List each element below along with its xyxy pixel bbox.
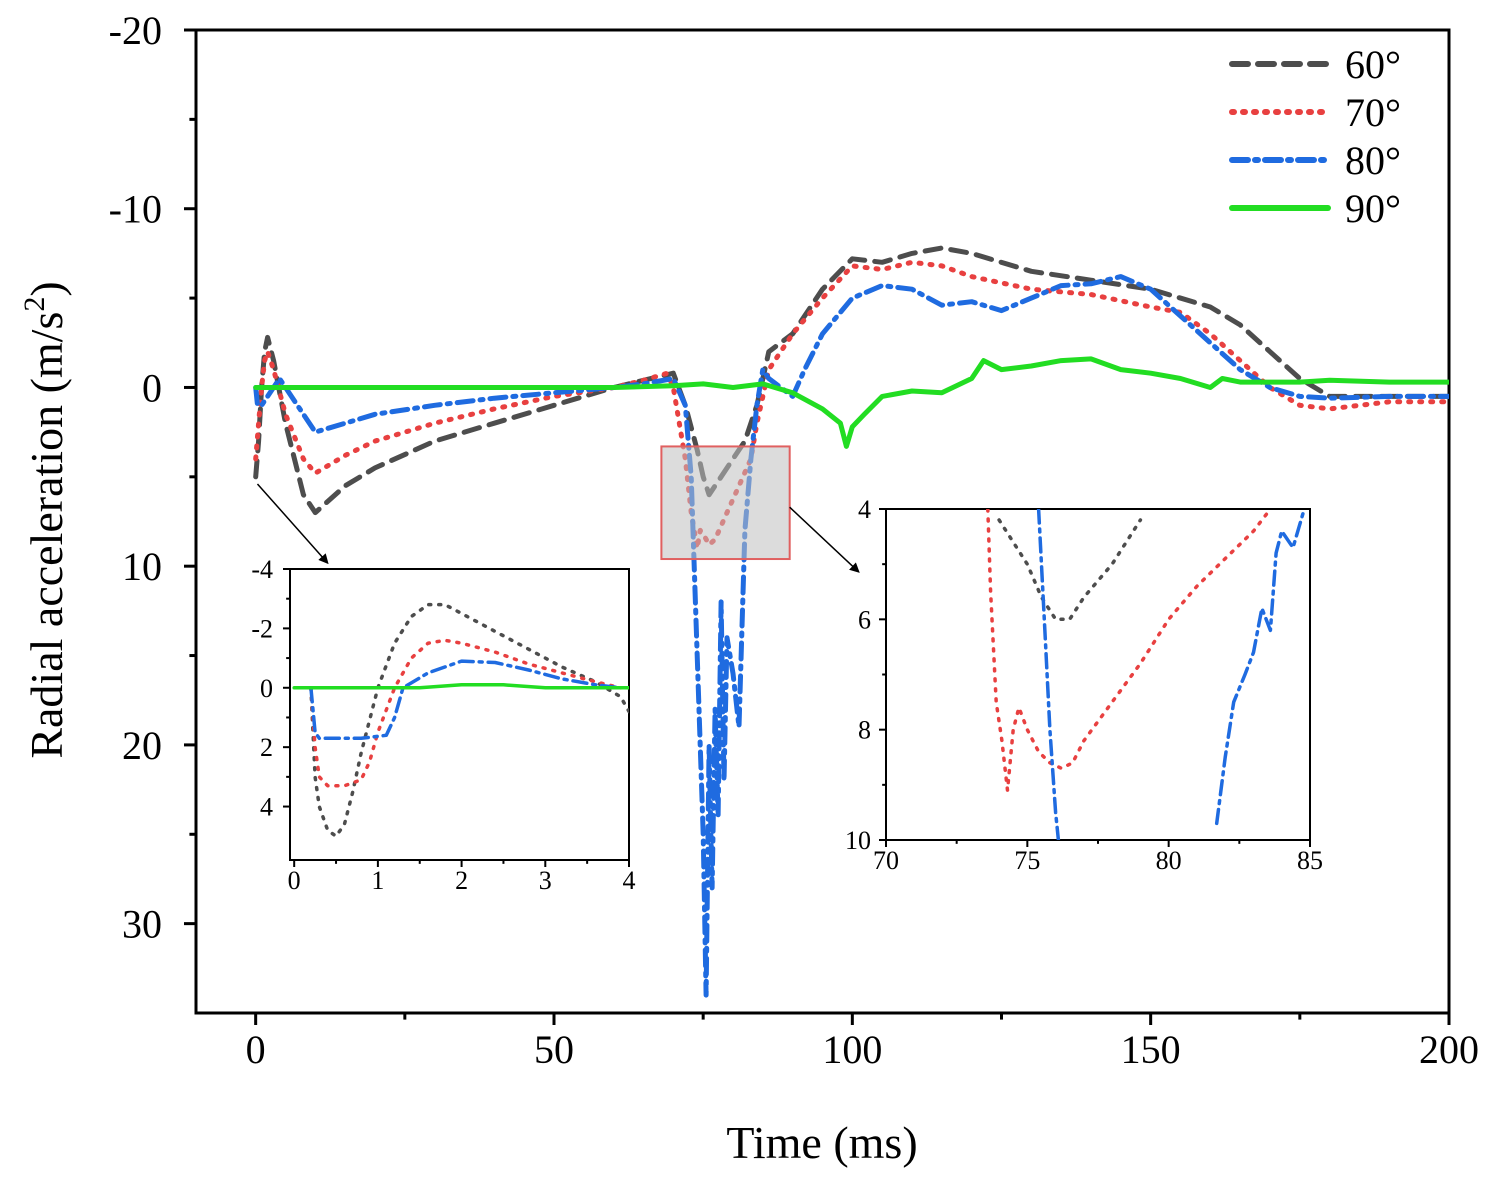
main-xtick-label: 100 (822, 1027, 882, 1072)
main-ytick-label: -10 (109, 187, 162, 232)
inset-right-ytick-label: 8 (858, 716, 871, 745)
main-xtick-label: 0 (246, 1027, 266, 1072)
inset-right-series-80deg-b (1214, 509, 1307, 826)
inset-right-xtick-label: 70 (873, 846, 899, 875)
inset-left-ytick-label: 4 (260, 793, 273, 822)
inset-right-ytick-label: 4 (858, 495, 871, 524)
inset-left-xtick-label: 2 (455, 866, 468, 895)
main-ytick-label: 10 (122, 544, 162, 589)
arrow-to-left-inset (256, 483, 329, 565)
svg-text:Radial acceleration (m/s2): Radial acceleration (m/s2) (18, 281, 72, 758)
inset-left-ytick-label: -4 (251, 555, 273, 584)
inset-left: 0 1 2 3 4 -4 -2 0 2 4 (251, 555, 635, 895)
y-axis-title-text: Radial acceleration (m/s (21, 312, 72, 759)
inset-left-series-70deg (309, 638, 623, 788)
inset-left-xtick-label: 1 (371, 866, 384, 895)
inset-right-xtick-label: 85 (1297, 846, 1323, 875)
inset-right: 70 75 80 85 4 6 8 10 (845, 495, 1323, 875)
inset-left-xtick-label: 0 (288, 866, 301, 895)
zoom-highlight (256, 445, 860, 573)
inset-right-xtick-label: 75 (1014, 846, 1040, 875)
legend-label-90deg: 90° (1345, 186, 1401, 231)
inset-right-xtick-label: 80 (1156, 846, 1182, 875)
legend-label-80deg: 80° (1345, 138, 1401, 183)
main-ytick-label: 30 (122, 902, 162, 947)
inset-right-ytick-label: 10 (845, 826, 871, 855)
y-axis-title-close: ) (21, 281, 72, 296)
main-ytick-label: -20 (109, 8, 162, 53)
inset-left-ytick-label: -2 (251, 614, 273, 643)
inset-right-series-80deg (1036, 509, 1061, 840)
inset-left-ytick-label: 2 (260, 733, 273, 762)
y-axis-title: Radial acceleration (m/s2) (18, 281, 72, 758)
inset-left-series-90deg (292, 683, 629, 690)
arrow-to-right-inset (789, 506, 860, 573)
main-series-80deg (253, 274, 1449, 998)
main-xtick-label: 200 (1419, 1027, 1479, 1072)
inset-left-series-60deg (309, 602, 629, 838)
main-series-90deg (253, 356, 1449, 449)
inset-right-ytick-label: 6 (858, 605, 871, 634)
inset-left-xtick-label: 4 (623, 866, 636, 895)
main-ytick-label: 0 (142, 365, 162, 410)
x-axis-title: Time (ms) (726, 1117, 917, 1168)
inset-left-ytick-label: 0 (260, 674, 273, 703)
y-axis-title-sup: 2 (18, 297, 51, 312)
main-xtick-label: 50 (534, 1027, 574, 1072)
legend-label-70deg: 70° (1345, 90, 1401, 135)
legend: 60°70°80°90° (1229, 42, 1401, 231)
main-ytick-label: 20 (122, 723, 162, 768)
main-xtick-label: 150 (1121, 1027, 1181, 1072)
inset-left-xtick-label: 3 (539, 866, 552, 895)
zoom-region-box (660, 445, 791, 561)
inset-right-series-70deg (986, 509, 1273, 793)
legend-label-60deg: 60° (1345, 42, 1401, 87)
inset-right-frame (885, 508, 1311, 841)
